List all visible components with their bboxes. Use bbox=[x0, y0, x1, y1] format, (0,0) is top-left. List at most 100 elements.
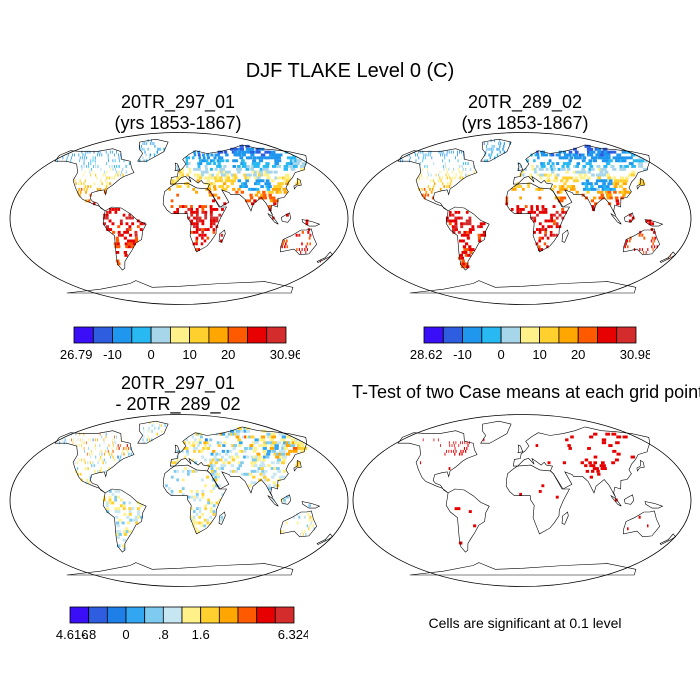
grid-cell bbox=[425, 190, 428, 194]
grid-cell bbox=[205, 167, 208, 171]
grid-cell bbox=[95, 165, 97, 168]
grid-cell bbox=[568, 150, 573, 154]
coastline-madagascar bbox=[218, 229, 226, 243]
grid-cell bbox=[143, 159, 145, 163]
grid-cell bbox=[591, 187, 595, 191]
grid-cell bbox=[502, 147, 504, 151]
grid-cell bbox=[125, 530, 129, 533]
grid-cell bbox=[176, 210, 179, 214]
grid-cell bbox=[305, 219, 309, 223]
colorbar-tick-label: 30.96 bbox=[270, 347, 300, 362]
grid-cell bbox=[467, 444, 469, 447]
colorbar-swatch bbox=[144, 606, 164, 624]
grid-cell bbox=[84, 170, 86, 174]
grid-cell bbox=[201, 228, 205, 231]
grid-cell bbox=[460, 449, 462, 453]
grid-cell bbox=[490, 147, 492, 151]
grid-cell bbox=[99, 187, 102, 191]
grid-cell bbox=[409, 159, 410, 163]
grid-cell bbox=[652, 242, 654, 246]
grid-cell bbox=[588, 147, 594, 151]
grid-cell bbox=[232, 447, 236, 450]
grid-cell bbox=[276, 165, 282, 168]
grid-cell bbox=[598, 167, 602, 171]
grid-cell bbox=[454, 225, 458, 229]
grid-cell bbox=[453, 441, 455, 445]
grid-cell bbox=[298, 233, 301, 237]
grid-cell bbox=[485, 150, 487, 154]
grid-cell bbox=[148, 156, 151, 160]
grid-cell bbox=[210, 469, 214, 473]
grid-cell bbox=[123, 512, 127, 516]
grid-cell bbox=[547, 176, 550, 180]
grid-cell bbox=[201, 230, 204, 234]
grid-cell bbox=[612, 167, 617, 171]
grid-cell bbox=[298, 441, 304, 445]
grid-cell bbox=[116, 535, 120, 539]
grid-cell bbox=[83, 165, 85, 168]
grid-cell bbox=[245, 455, 250, 459]
grid-cell bbox=[429, 153, 431, 157]
grid-cell bbox=[89, 185, 92, 188]
grid-cell bbox=[214, 461, 218, 465]
grid-cell bbox=[203, 524, 206, 528]
grid-cell bbox=[601, 461, 605, 465]
grid-cell bbox=[635, 159, 641, 163]
grid-cell bbox=[457, 159, 459, 163]
grid-cell bbox=[461, 150, 462, 154]
grid-cell bbox=[270, 190, 274, 194]
grid-cell bbox=[558, 213, 562, 217]
grid-cell bbox=[124, 253, 128, 257]
grid-cell bbox=[275, 199, 279, 203]
grid-cell bbox=[540, 248, 543, 251]
grid-cell bbox=[605, 432, 610, 436]
grid-cell bbox=[597, 176, 601, 180]
grid-cell bbox=[584, 185, 589, 188]
grid-cell bbox=[159, 147, 161, 151]
grid-cell bbox=[423, 153, 425, 157]
grid-cell bbox=[99, 469, 102, 473]
grid-cell bbox=[431, 196, 434, 200]
grid-cell bbox=[597, 472, 601, 476]
grid-cell bbox=[451, 444, 453, 447]
grid-cell bbox=[519, 210, 522, 214]
grid-cell bbox=[125, 527, 129, 531]
grid-cell bbox=[192, 518, 196, 522]
grid-cell bbox=[256, 458, 261, 462]
grid-cell bbox=[596, 469, 600, 473]
grid-cell bbox=[141, 144, 142, 148]
grid-cell bbox=[100, 167, 102, 171]
grid-cell bbox=[281, 449, 286, 453]
grid-cell bbox=[265, 179, 270, 183]
grid-cell bbox=[93, 464, 96, 468]
grid-cell bbox=[562, 176, 566, 180]
grid-cell bbox=[276, 176, 281, 180]
grid-cell bbox=[425, 153, 427, 157]
grid-cell bbox=[619, 165, 625, 168]
grid-cell bbox=[179, 490, 182, 493]
grid-cell bbox=[543, 153, 546, 157]
grid-cell bbox=[57, 159, 58, 163]
grid-cell bbox=[153, 424, 155, 427]
grid-cell bbox=[83, 432, 85, 436]
grid-cell bbox=[223, 441, 227, 445]
grid-cell bbox=[442, 159, 443, 163]
grid-cell bbox=[111, 208, 115, 211]
grid-cell bbox=[628, 239, 631, 243]
grid-cell bbox=[488, 153, 490, 157]
colorbar-swatch bbox=[558, 326, 579, 344]
grid-cell bbox=[448, 173, 450, 177]
grid-cell bbox=[254, 162, 259, 165]
grid-cell bbox=[81, 444, 83, 447]
coastline-sa bbox=[102, 206, 147, 271]
grid-cell bbox=[465, 242, 469, 246]
grid-cell bbox=[604, 159, 609, 163]
grid-cell bbox=[568, 447, 572, 450]
grid-cell bbox=[219, 458, 223, 462]
grid-cell bbox=[126, 449, 129, 453]
grid-cell bbox=[613, 190, 617, 194]
grid-cell bbox=[546, 173, 550, 177]
grid-cell bbox=[574, 150, 579, 154]
colorbar-tick-label: 6.324 bbox=[278, 627, 308, 642]
grid-cell bbox=[511, 187, 514, 191]
